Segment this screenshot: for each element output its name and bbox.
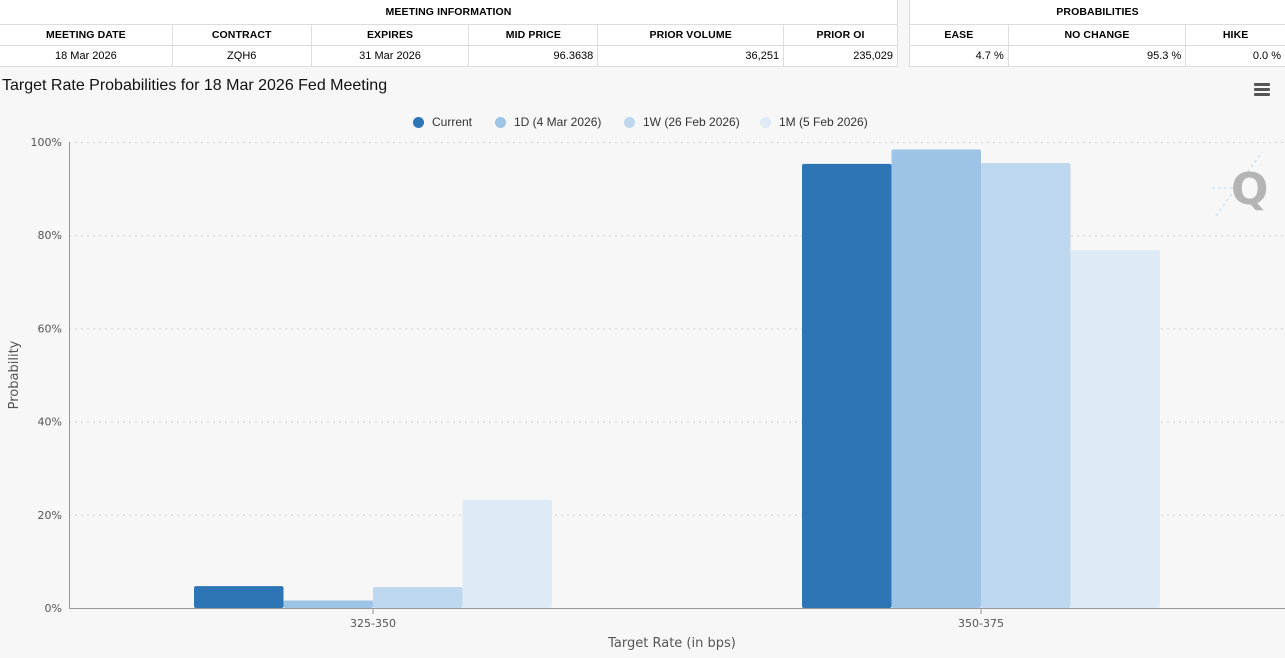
legend-item-1m[interactable]: 1M (5 Feb 2026) <box>760 112 868 132</box>
meeting-date-value: 18 Mar 2026 <box>0 44 173 67</box>
hamburger-icon[interactable] <box>1254 83 1270 97</box>
x-tick-label: 325-350 <box>350 617 396 630</box>
probabilities-table: PROBABILITIES EASE NO CHANGE HIKE 4.7 % … <box>909 0 1285 67</box>
probabilities-header: PROBABILITIES <box>909 0 1285 25</box>
y-axis-title: Probability <box>7 340 22 409</box>
mid-price-value: 96.3638 <box>468 44 599 67</box>
legend-item-current[interactable]: Current <box>413 112 472 132</box>
meeting-date-header: MEETING DATE <box>0 23 173 46</box>
legend-marker-1d <box>495 116 506 128</box>
chart-title: Target Rate Probabilities for 18 Mar 202… <box>2 77 388 94</box>
expires-header: EXPIRES <box>310 23 470 46</box>
bar-1d-325-350[interactable] <box>283 600 374 609</box>
bar-current-325-350[interactable] <box>194 586 284 608</box>
q-logo-icon: Q <box>1212 151 1268 217</box>
y-tick-label: 20% <box>38 509 62 522</box>
legend-marker-current <box>413 116 424 128</box>
legend-item-1w[interactable]: 1W (26 Feb 2026) <box>624 112 740 132</box>
y-tick-label: 40% <box>38 416 62 429</box>
ease-value: 4.7 % <box>909 44 1009 67</box>
legend-item-1d[interactable]: 1D (4 Mar 2026) <box>495 112 601 132</box>
bar-1m-325-350[interactable] <box>462 499 553 608</box>
y-tick-label: 60% <box>38 322 62 335</box>
meeting-information-header: MEETING INFORMATION <box>0 0 898 25</box>
legend-label-1m: 1M (5 Feb 2026) <box>779 115 868 129</box>
gridlines <box>69 142 1285 516</box>
bar-1m-350-375[interactable] <box>1070 250 1161 608</box>
contract-value: ZQH6 <box>171 44 312 67</box>
bar-1d-350-375[interactable] <box>891 149 982 609</box>
x-axis-title: Target Rate (in bps) <box>607 636 736 651</box>
y-tick-label: 100% <box>31 136 62 149</box>
no-change-value: 95.3 % <box>1007 44 1187 67</box>
legend-label-1w: 1W (26 Feb 2026) <box>643 115 740 129</box>
legend-label-current: Current <box>432 115 473 129</box>
expires-value: 31 Mar 2026 <box>310 44 470 67</box>
svg-text:Q: Q <box>1231 164 1268 215</box>
hike-value: 0.0 % <box>1185 44 1285 67</box>
table-separator <box>898 0 909 68</box>
bars <box>194 149 1161 609</box>
x-tick-label: 350-375 <box>958 617 1004 630</box>
prior-oi-value: 235,029 <box>783 44 898 67</box>
bar-1w-350-375[interactable] <box>981 163 1071 608</box>
legend-marker-1m <box>760 116 771 128</box>
y-tick-label: 0% <box>45 602 62 615</box>
bar-1w-325-350[interactable] <box>373 587 463 608</box>
mid-price-header: MID PRICE <box>468 23 599 46</box>
meeting-information-table: MEETING INFORMATION MEETING DATE CONTRAC… <box>0 0 898 67</box>
axes: 0% 20% 40% 60% 80% 100% 325-350 350-375 <box>31 136 1285 630</box>
legend-label-1d: 1D (4 Mar 2026) <box>514 115 602 129</box>
legend-marker-1w <box>624 116 635 128</box>
bar-current-350-375[interactable] <box>802 163 892 608</box>
y-tick-label: 80% <box>38 229 62 242</box>
chart-legend: Current 1D (4 Mar 2026) 1W (26 Feb 2026)… <box>0 112 1285 132</box>
prior-volume-header: PRIOR VOLUME <box>597 23 785 46</box>
prior-volume-value: 36,251 <box>597 44 785 67</box>
